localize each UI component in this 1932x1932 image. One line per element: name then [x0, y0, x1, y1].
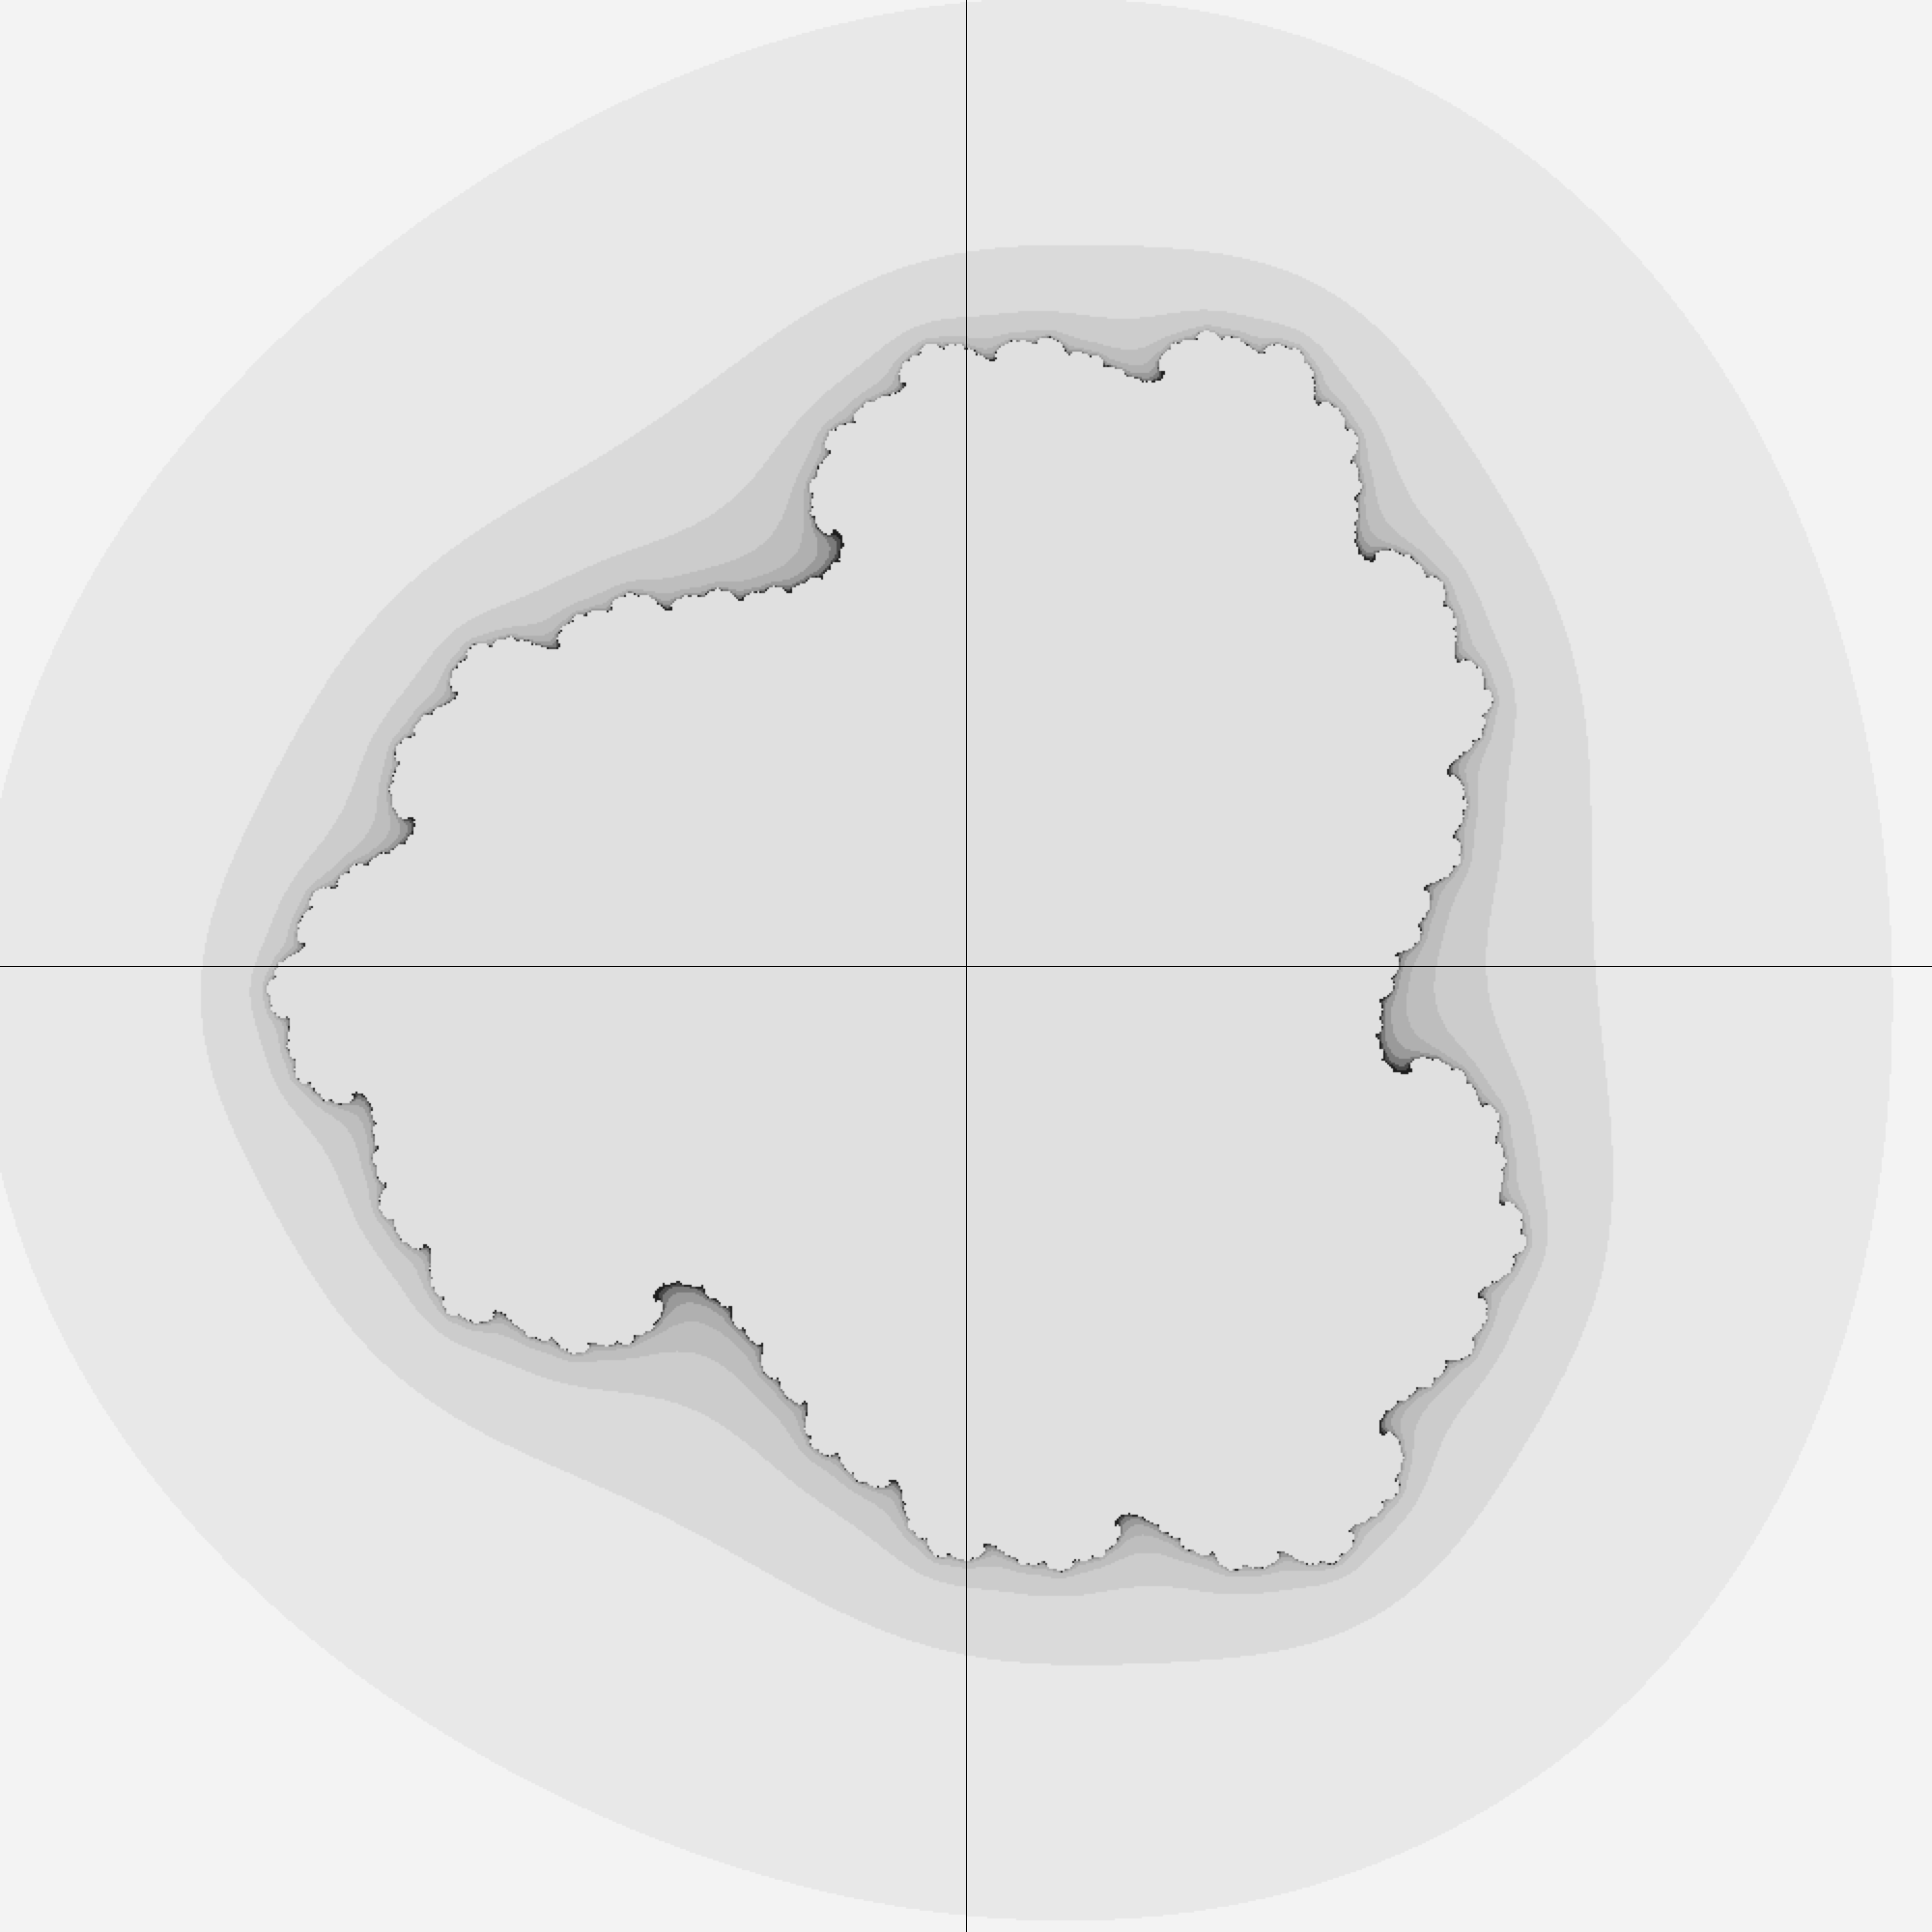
real-axis-line — [0, 966, 1932, 967]
